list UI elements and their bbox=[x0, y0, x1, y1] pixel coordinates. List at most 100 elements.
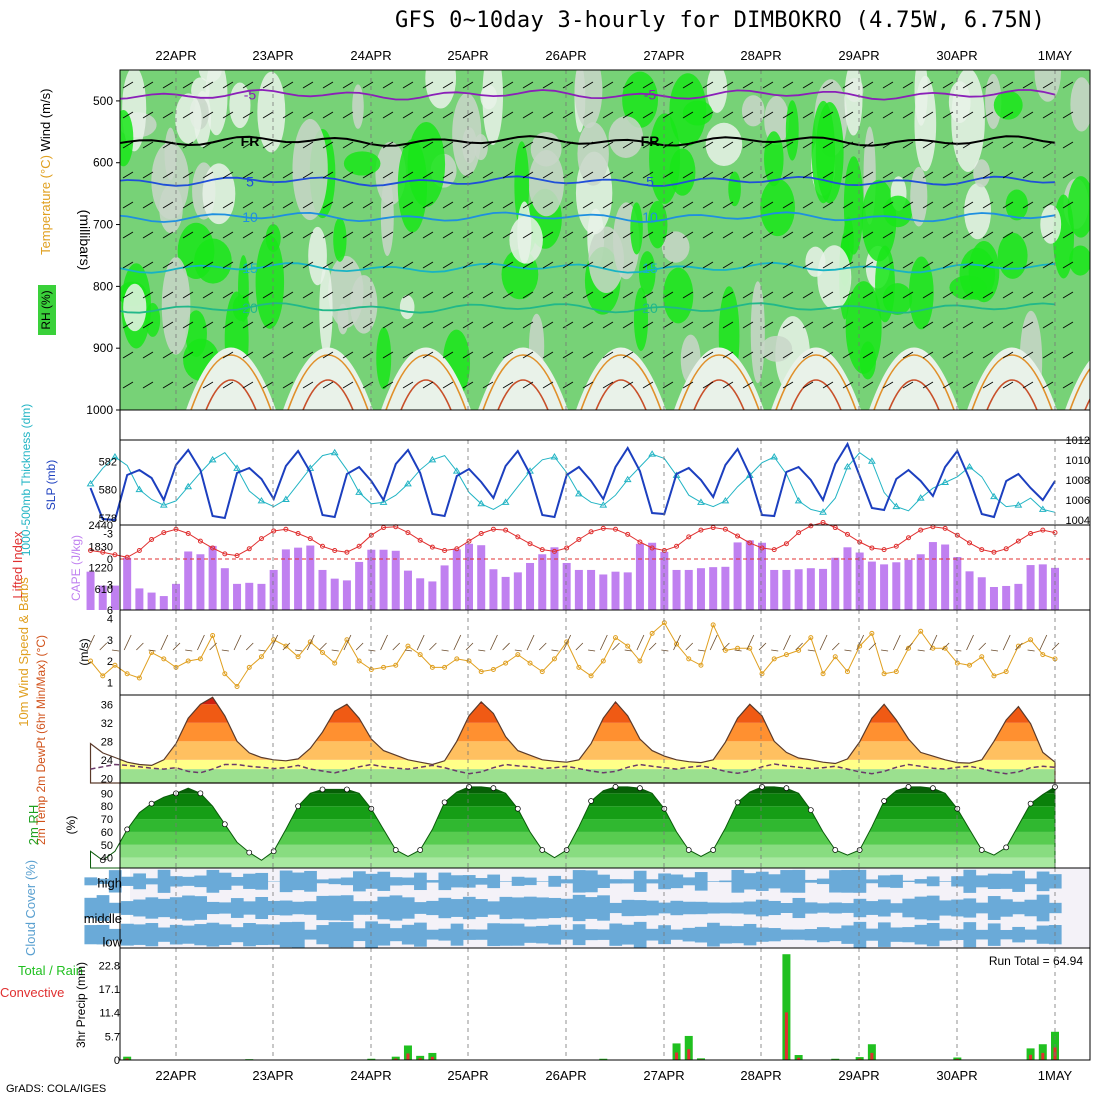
cloud-cell-high bbox=[438, 872, 452, 891]
cloud-cell-middle bbox=[279, 900, 293, 916]
precip-convective-bar bbox=[1041, 1052, 1045, 1060]
isotherm-25 bbox=[482, 354, 564, 410]
wind-barb bbox=[182, 81, 194, 89]
rh-shade bbox=[760, 178, 795, 237]
wind-barb bbox=[162, 81, 174, 89]
wind-speed-point bbox=[478, 669, 484, 675]
rh-shade bbox=[882, 283, 913, 315]
wind-barb bbox=[842, 81, 854, 89]
wind-barb bbox=[162, 321, 174, 329]
wind-barb bbox=[682, 201, 694, 209]
thickness-point bbox=[452, 467, 461, 474]
wind-barb bbox=[422, 201, 434, 209]
cloud-cell-low bbox=[865, 928, 879, 941]
isotherm-label: 15 bbox=[642, 260, 658, 276]
wind-barb bbox=[162, 381, 174, 389]
li-point bbox=[88, 548, 94, 553]
li-point bbox=[100, 549, 106, 555]
rh-shade bbox=[844, 70, 863, 136]
wind-speed-point bbox=[869, 630, 875, 636]
wind-barb bbox=[762, 201, 774, 209]
cape-bar bbox=[928, 542, 937, 610]
wind-barb bbox=[441, 649, 449, 652]
cloud-cell-middle bbox=[755, 899, 769, 917]
cloud-cell-middle bbox=[243, 901, 256, 915]
cloud-cell-middle bbox=[536, 897, 549, 919]
wind-barb bbox=[282, 351, 294, 359]
wind-barb bbox=[1022, 111, 1034, 119]
wind-barb bbox=[282, 231, 294, 239]
wind-barb bbox=[762, 171, 774, 179]
upper-ytick: 800 bbox=[93, 279, 113, 293]
wind-barb bbox=[162, 261, 174, 269]
cloud-cell-low bbox=[96, 924, 110, 945]
wind-barb bbox=[882, 111, 894, 119]
cape-bar bbox=[342, 580, 351, 610]
cloud-cell-middle bbox=[926, 895, 940, 921]
precip-total-bar bbox=[855, 1057, 864, 1060]
wind-speed-point bbox=[979, 654, 985, 660]
wind-barb bbox=[856, 634, 865, 651]
rh-tick: 80 bbox=[101, 801, 113, 813]
li-point bbox=[820, 519, 826, 525]
cape-bar bbox=[355, 561, 364, 610]
wind-barb bbox=[575, 642, 584, 651]
wind-barb bbox=[742, 111, 754, 119]
cloud-cell-low bbox=[499, 923, 513, 946]
rh-shade bbox=[706, 70, 728, 113]
wind-barb bbox=[982, 231, 994, 239]
wind-speed-point bbox=[210, 633, 216, 638]
wind-barb bbox=[182, 231, 194, 239]
li-point bbox=[1015, 538, 1021, 544]
precip-tick: 11.4 bbox=[99, 1008, 120, 1020]
isotherm-30 bbox=[400, 379, 452, 410]
wind-barb bbox=[1042, 81, 1054, 89]
cloud-cell-middle bbox=[194, 896, 208, 920]
cloud-cell-middle bbox=[792, 897, 806, 919]
wind-barb bbox=[962, 171, 974, 179]
li-point bbox=[405, 530, 411, 536]
wind-barb bbox=[482, 111, 494, 119]
rh-shade bbox=[145, 302, 161, 337]
wind-barb bbox=[762, 351, 774, 359]
li-point bbox=[466, 538, 472, 544]
cloud-cell-middle bbox=[865, 901, 879, 915]
cloud-cell-high bbox=[304, 870, 317, 892]
wind-barb bbox=[902, 291, 914, 299]
wind-barb bbox=[582, 261, 594, 269]
rh-shade bbox=[123, 283, 147, 332]
cape-bar bbox=[562, 562, 571, 610]
cloud-label: Cloud Cover (%) bbox=[23, 860, 38, 956]
wind-barb bbox=[762, 261, 774, 269]
wind-barb bbox=[990, 649, 999, 652]
li-point bbox=[320, 543, 325, 549]
thickness-point bbox=[281, 495, 290, 502]
wind-barb bbox=[322, 351, 334, 359]
wind-barb bbox=[262, 261, 274, 269]
wind-barb bbox=[422, 351, 434, 359]
li-point bbox=[979, 547, 985, 553]
rh-point bbox=[270, 848, 277, 855]
wind-barb bbox=[682, 231, 694, 239]
cape-bar bbox=[184, 551, 193, 610]
cloud-cell-low bbox=[145, 923, 159, 947]
wind-barb bbox=[514, 649, 522, 652]
wind-barb bbox=[771, 649, 779, 652]
cloud-cell-high bbox=[633, 870, 647, 892]
wind-barb bbox=[622, 201, 634, 209]
cloud-cell-middle bbox=[96, 895, 110, 921]
rh-shade bbox=[861, 179, 897, 262]
wind-barb bbox=[490, 634, 498, 651]
rh-shade bbox=[741, 95, 765, 127]
cloud-cell-middle bbox=[511, 897, 525, 919]
wind-barb bbox=[182, 291, 194, 299]
wind-barb bbox=[802, 201, 814, 209]
wind-barb bbox=[282, 171, 294, 179]
wind-barb bbox=[122, 111, 134, 119]
isotherm-25 bbox=[971, 354, 1053, 410]
wind-barb bbox=[1042, 111, 1054, 119]
wind-barb bbox=[242, 261, 254, 269]
rh-point bbox=[563, 847, 570, 853]
rh-shade bbox=[993, 90, 1023, 120]
wind-barb bbox=[1022, 201, 1034, 209]
